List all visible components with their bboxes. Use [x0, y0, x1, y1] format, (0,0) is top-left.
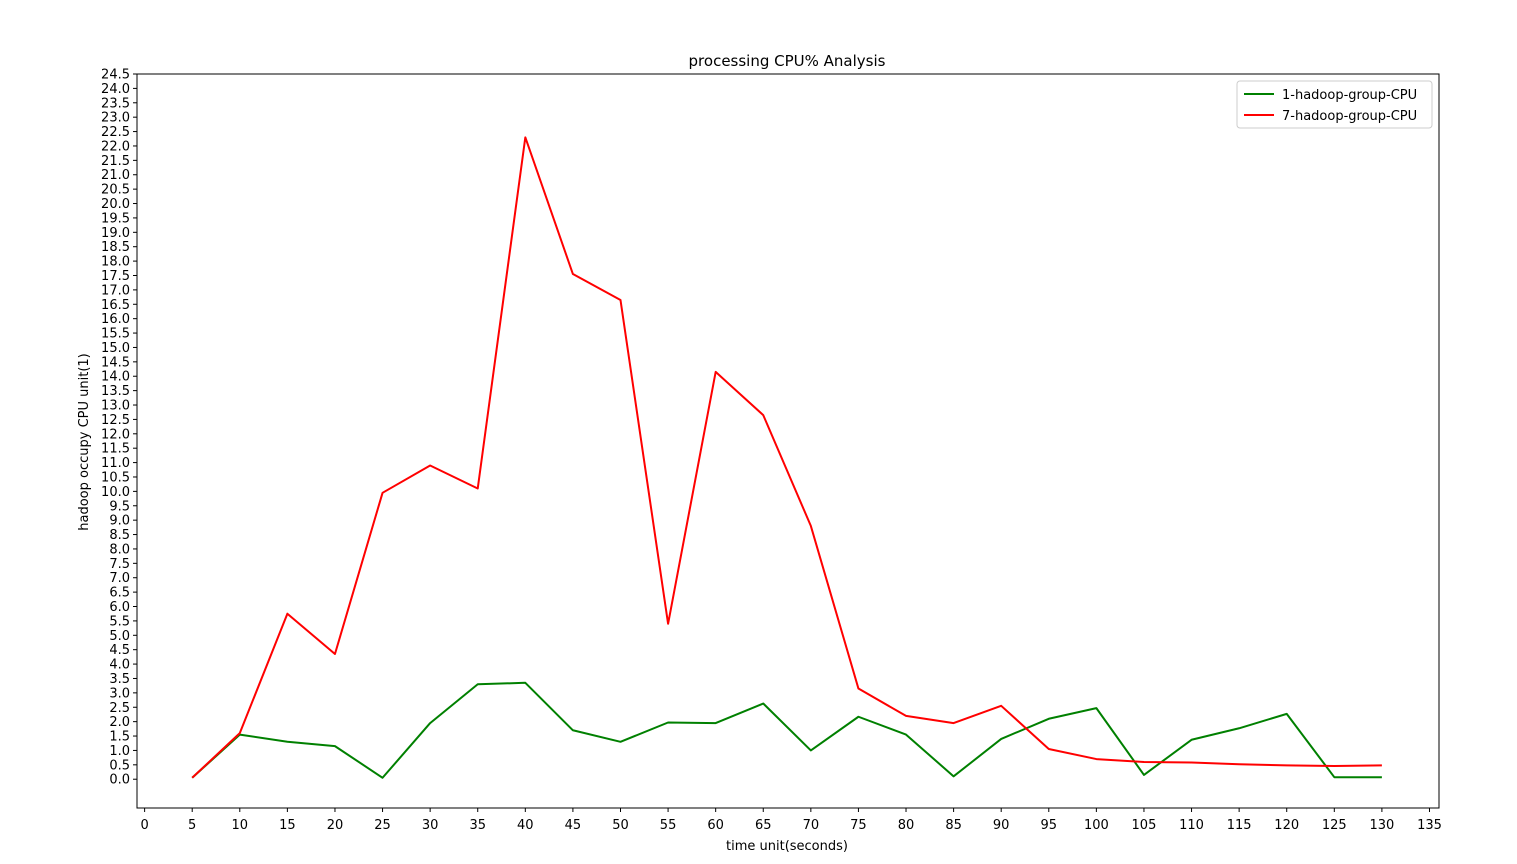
x-tick-label: 110: [1179, 818, 1204, 833]
y-tick-label: 12.5: [101, 413, 130, 428]
x-tick-label: 35: [469, 818, 486, 833]
x-tick-label: 125: [1322, 818, 1347, 833]
x-tick-label: 100: [1084, 818, 1109, 833]
y-tick-label: 24.0: [101, 82, 130, 97]
y-tick-label: 1.0: [109, 744, 130, 759]
x-tick-label: 75: [850, 818, 867, 833]
y-tick-label: 13.0: [101, 399, 130, 414]
series-line-1: [191, 681, 1382, 779]
series-line-2: [191, 136, 1382, 779]
y-tick-label: 14.5: [101, 355, 130, 370]
x-tick-label: 15: [279, 818, 296, 833]
y-tick-label: 7.0: [109, 571, 130, 586]
series-lines: [191, 136, 1382, 779]
x-tick-label: 50: [612, 818, 629, 833]
y-tick-label: 15.5: [101, 327, 130, 342]
y-tick-label: 5.0: [109, 629, 130, 644]
chart-title: processing CPU% Analysis: [689, 52, 886, 70]
y-tick-label: 1.5: [109, 730, 130, 745]
y-tick-label: 21.5: [101, 154, 130, 169]
y-tick-label: 24.5: [101, 68, 130, 83]
y-tick-label: 3.5: [109, 672, 130, 687]
y-tick-label: 15.0: [101, 341, 130, 356]
legend: 1-hadoop-group-CPU 7-hadoop-group-CPU: [1236, 80, 1433, 129]
x-tick-label: 90: [993, 818, 1010, 833]
x-tick-label: 95: [1041, 818, 1058, 833]
y-tick-label: 21.0: [101, 168, 130, 183]
y-tick-label: 8.0: [109, 542, 130, 557]
y-tick-label: 4.0: [109, 658, 130, 673]
x-tick-label: 80: [898, 818, 915, 833]
x-tick-label: 25: [374, 818, 391, 833]
y-tick-label: 10.5: [101, 470, 130, 485]
legend-label: 1-hadoop-group-CPU: [1282, 88, 1417, 103]
y-tick-label: 16.0: [101, 312, 130, 327]
x-tick-label: 130: [1369, 818, 1394, 833]
y-tick-label: 7.5: [109, 557, 130, 572]
y-tick-label: 20.0: [101, 197, 130, 212]
legend-label: 7-hadoop-group-CPU: [1282, 109, 1417, 124]
x-tick-label: 45: [565, 818, 582, 833]
x-tick-label: 40: [517, 818, 534, 833]
y-tick-label: 17.0: [101, 283, 130, 298]
y-tick-label: 2.5: [109, 701, 130, 716]
x-tick-label: 85: [945, 818, 962, 833]
x-tick-label: 70: [803, 818, 820, 833]
y-tick-label: 18.5: [101, 240, 130, 255]
y-tick-label: 9.0: [109, 514, 130, 529]
y-tick-label: 22.5: [101, 125, 130, 140]
x-tick-label: 0: [140, 818, 148, 833]
y-tick-label: 5.5: [109, 614, 130, 629]
x-axis-label: time unit(seconds): [726, 839, 848, 854]
y-tick-label: 2.0: [109, 715, 130, 730]
y-tick-label: 20.5: [101, 183, 130, 198]
y-tick-label: 22.0: [101, 139, 130, 154]
y-tick-label: 11.5: [101, 442, 130, 457]
y-tick-label: 10.0: [101, 485, 130, 500]
x-tick-label: 135: [1417, 818, 1442, 833]
y-tick-label: 0.5: [109, 758, 130, 773]
y-tick-label: 18.0: [101, 255, 130, 270]
y-tick-label: 8.5: [109, 528, 130, 543]
y-tick-label: 19.0: [101, 226, 130, 241]
y-tick-label: 6.0: [109, 600, 130, 615]
y-tick-label: 23.5: [101, 96, 130, 111]
x-tick-label: 60: [707, 818, 724, 833]
y-tick-label: 12.0: [101, 427, 130, 442]
y-tick-label: 23.0: [101, 111, 130, 126]
x-tick-label: 30: [422, 818, 439, 833]
y-tick-label: 6.5: [109, 586, 130, 601]
legend-box: [1236, 80, 1433, 129]
x-tick-label: 10: [232, 818, 249, 833]
y-axis-label: hadoop occupy CPU unit(1): [77, 353, 92, 530]
axis-ticks: 0 5 10 15 20 25 30 35 40 45 50 55 60 65 70 75 80 85 90 95 10…: [101, 68, 1442, 834]
y-tick-label: 14.0: [101, 370, 130, 385]
x-tick-label: 120: [1274, 818, 1299, 833]
x-tick-label: 65: [755, 818, 772, 833]
x-tick-label: 115: [1227, 818, 1252, 833]
x-tick-label: 5: [188, 818, 196, 833]
y-tick-label: 4.5: [109, 643, 130, 658]
x-tick-label: 105: [1132, 818, 1157, 833]
y-tick-label: 17.5: [101, 269, 130, 284]
y-tick-label: 19.5: [101, 211, 130, 226]
x-tick-label: 20: [327, 818, 344, 833]
plot-area-frame: [136, 73, 1440, 809]
y-tick-label: 9.5: [109, 499, 130, 514]
y-tick-label: 0.0: [109, 773, 130, 788]
x-tick-label: 55: [660, 818, 677, 833]
y-tick-label: 13.5: [101, 384, 130, 399]
y-tick-label: 11.0: [101, 456, 130, 471]
y-tick-label: 3.0: [109, 686, 130, 701]
y-tick-label: 16.5: [101, 298, 130, 313]
